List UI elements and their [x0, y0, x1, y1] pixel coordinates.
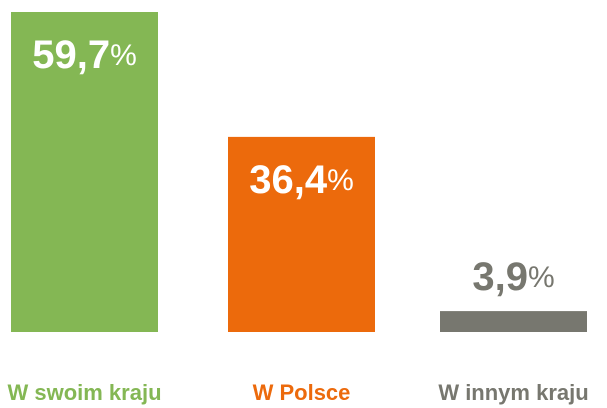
category-label: W innym kraju: [438, 380, 588, 405]
category-label: W Polsce: [253, 380, 351, 405]
value-label: 59,7%: [32, 33, 137, 77]
value-label: 36,4%: [249, 157, 354, 201]
bar: [228, 136, 375, 332]
value-label: 3,9%: [472, 255, 554, 299]
category-label: W swoim kraju: [7, 380, 161, 405]
bar: [11, 12, 158, 332]
bar: [440, 311, 587, 332]
